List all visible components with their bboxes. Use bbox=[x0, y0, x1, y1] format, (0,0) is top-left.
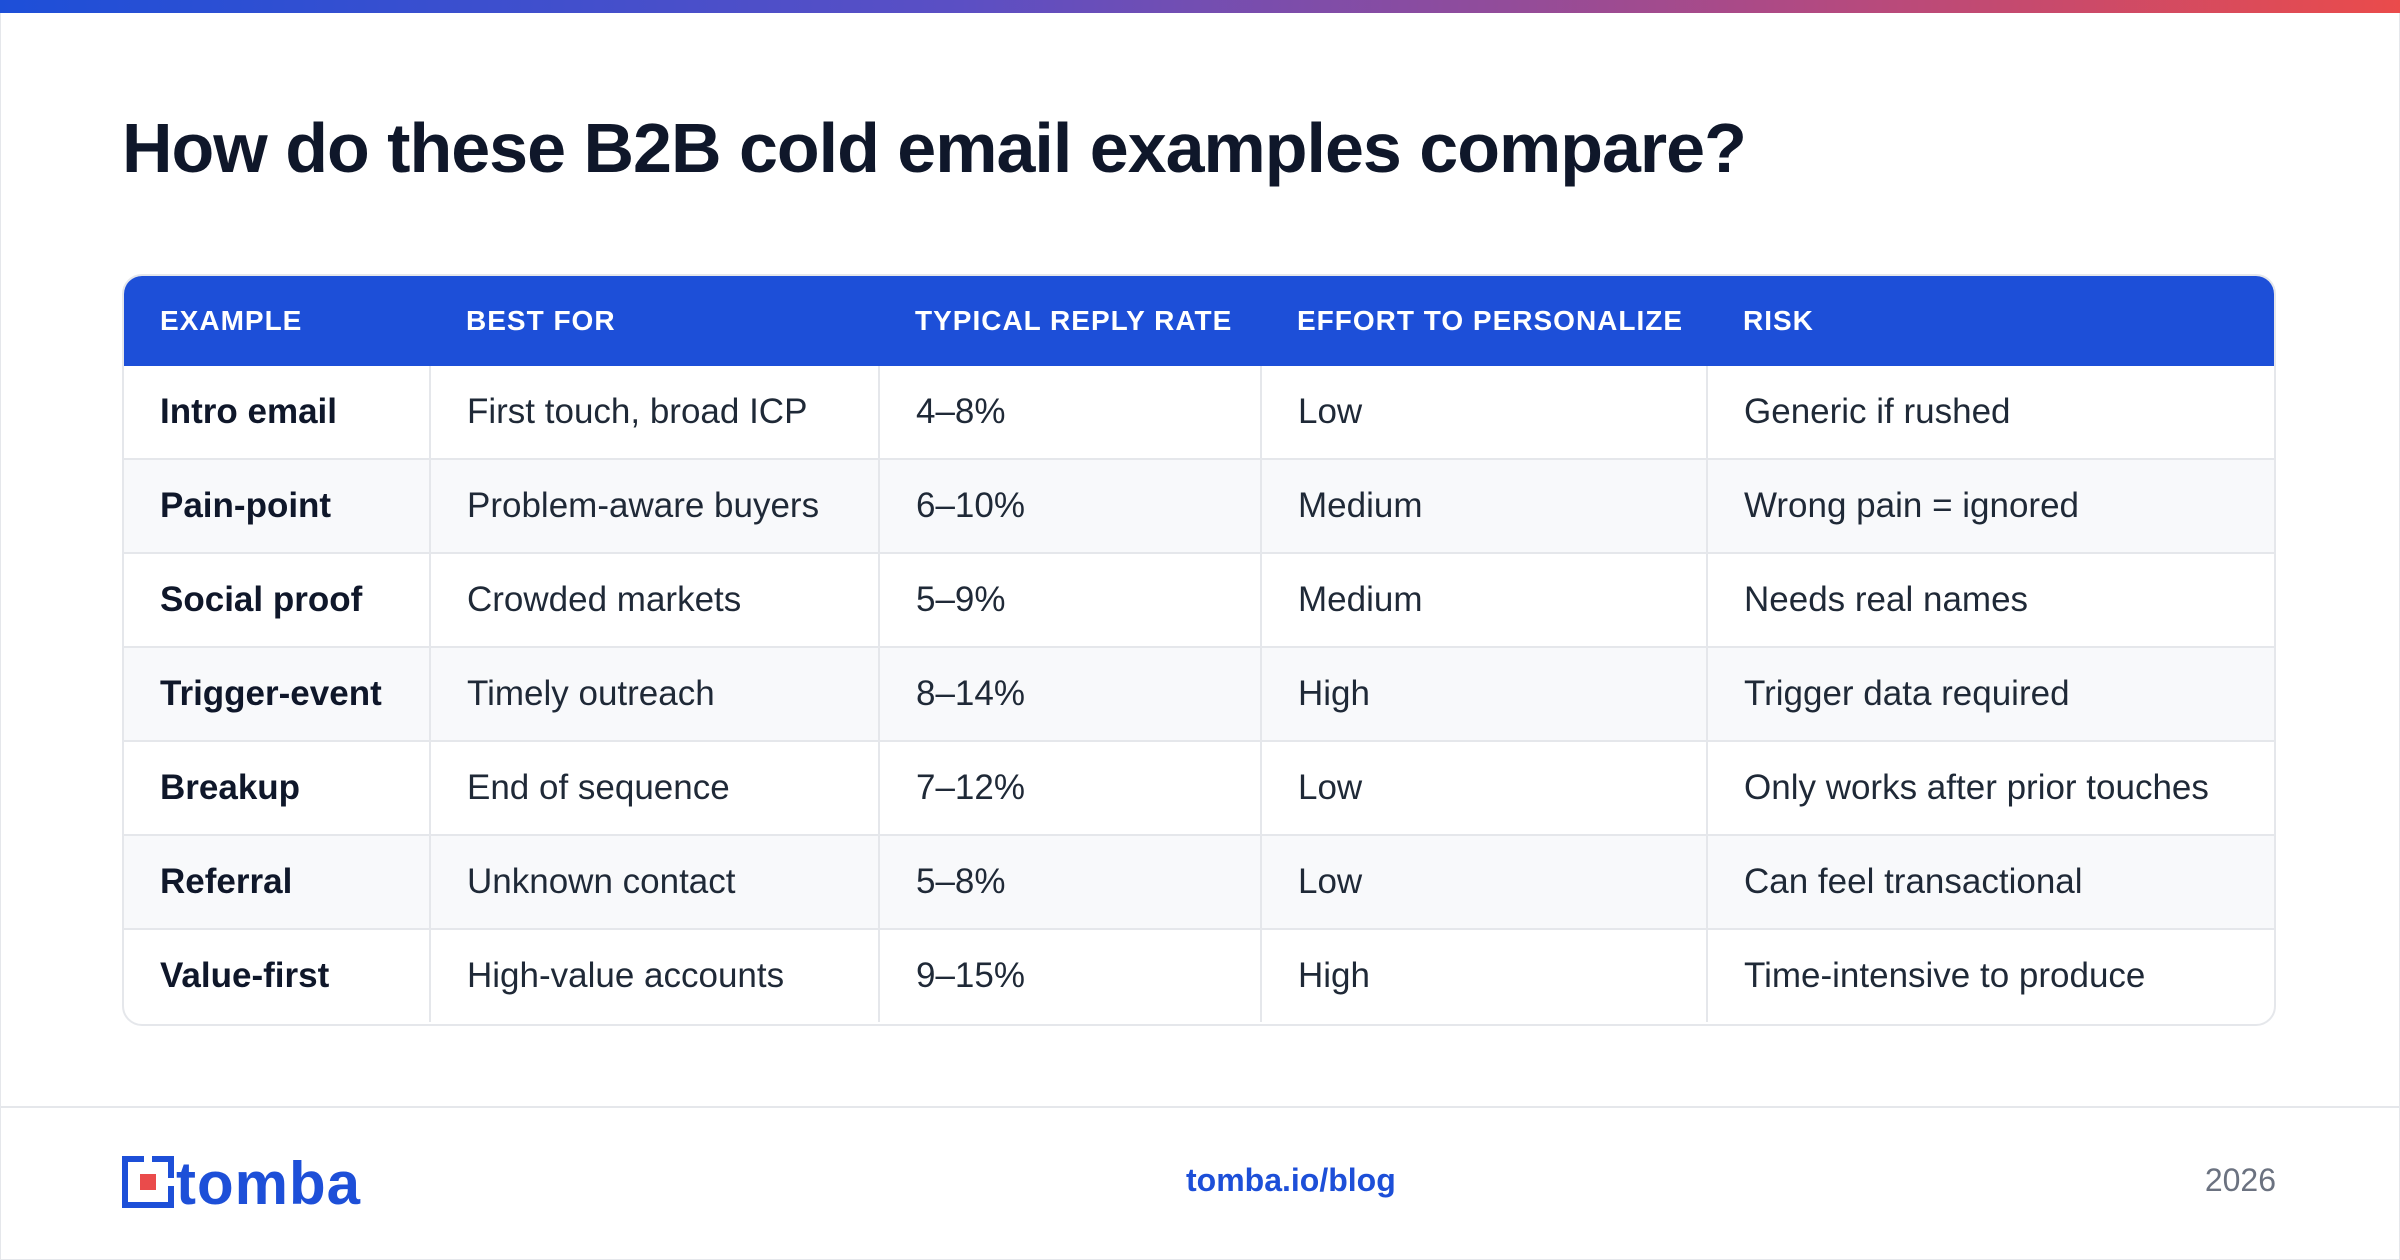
cell-risk: Can feel transactional bbox=[1707, 834, 2274, 929]
table-row: Pain-point Problem-aware buyers 6–10% Me… bbox=[124, 458, 2274, 553]
footer-year: 2026 bbox=[2204, 1162, 2276, 1198]
table-row: Value-first High-value accounts 9–15% Hi… bbox=[124, 928, 2274, 1022]
cell-example: Value-first bbox=[124, 928, 431, 1022]
cell-reply-rate: 9–15% bbox=[879, 928, 1262, 1022]
cell-example: Intro email bbox=[124, 366, 431, 459]
cell-reply-rate: 5–8% bbox=[879, 834, 1262, 929]
cell-effort: High bbox=[1261, 928, 1708, 1022]
cell-risk: Generic if rushed bbox=[1744, 392, 2011, 431]
cell-best-for: High-value accounts bbox=[430, 928, 880, 1022]
cell-reply-rate: 4–8% bbox=[879, 366, 1262, 459]
cell-risk: Needs real names bbox=[1707, 552, 2274, 647]
blog-link[interactable]: tomba.io/blog bbox=[1186, 1162, 1396, 1198]
cell-example: Trigger-event bbox=[124, 646, 431, 741]
cell-reply-rate: 8–14% bbox=[879, 646, 1262, 741]
cell-best-for: Crowded markets bbox=[430, 552, 880, 647]
page-title: How do these B2B cold email examples com… bbox=[122, 109, 1747, 187]
cell-effort: Low bbox=[1261, 834, 1708, 929]
table-row: Trigger-event Timely outreach 8–14% High… bbox=[124, 646, 2274, 741]
table-row: Intro email First touch, broad ICP 4–8% … bbox=[124, 366, 2274, 459]
cell-best-for: First touch, broad ICP bbox=[430, 366, 880, 459]
cell-example: Referral bbox=[124, 834, 431, 929]
cell-effort: Low bbox=[1261, 740, 1708, 835]
footer-divider bbox=[0, 1106, 2400, 1108]
cell-best-for: Unknown contact bbox=[430, 834, 880, 929]
cell-risk: Time-intensive to produce bbox=[1707, 928, 2274, 1022]
cell-best-for: End of sequence bbox=[430, 740, 880, 835]
table-row: Breakup End of sequence 7–12% Low Only w… bbox=[124, 740, 2274, 835]
cell-reply-rate: 7–12% bbox=[879, 740, 1262, 835]
cell-reply-rate: 5–9% bbox=[879, 552, 1262, 647]
cell-risk: Trigger data required bbox=[1707, 646, 2274, 741]
table-row: Referral Unknown contact 5–8% Low Can fe… bbox=[124, 834, 2274, 929]
tomba-logo-icon bbox=[122, 1155, 174, 1213]
cell-risk: Only works after prior touches bbox=[1707, 740, 2274, 835]
cell-example: Breakup bbox=[124, 740, 431, 835]
table-header-row: EXAMPLE BEST FOR TYPICAL REPLY RATE EFFO… bbox=[124, 276, 2274, 366]
comparison-table: EXAMPLE BEST FOR TYPICAL REPLY RATE EFFO… bbox=[122, 274, 2276, 1026]
cell-example: Social proof bbox=[124, 552, 431, 647]
brand-wordmark: tomba bbox=[176, 1150, 361, 1217]
cell-risk: Wrong pain = ignored bbox=[1707, 458, 2274, 553]
header-reply-rate: TYPICAL REPLY RATE bbox=[879, 276, 1261, 366]
cell-effort: Medium bbox=[1261, 552, 1708, 647]
cell-best-for: Problem-aware buyers bbox=[430, 458, 880, 553]
header-risk: RISK bbox=[1707, 276, 2274, 366]
cell-effort: Medium bbox=[1261, 458, 1708, 553]
cell-effort: High bbox=[1261, 646, 1708, 741]
table-row: Social proof Crowded markets 5–9% Medium… bbox=[124, 552, 2274, 647]
top-gradient-bar bbox=[0, 0, 2400, 13]
cell-reply-rate: 6–10% bbox=[879, 458, 1262, 553]
cell-example: Pain-point bbox=[124, 458, 431, 553]
cell-best-for: Timely outreach bbox=[430, 646, 880, 741]
header-effort: EFFORT TO PERSONALIZE bbox=[1261, 276, 1707, 366]
header-best-for: BEST FOR bbox=[430, 276, 879, 366]
header-example: EXAMPLE bbox=[124, 276, 430, 366]
brand-logo[interactable]: tomba bbox=[122, 1150, 361, 1217]
cell-effort: Low bbox=[1261, 366, 1708, 459]
